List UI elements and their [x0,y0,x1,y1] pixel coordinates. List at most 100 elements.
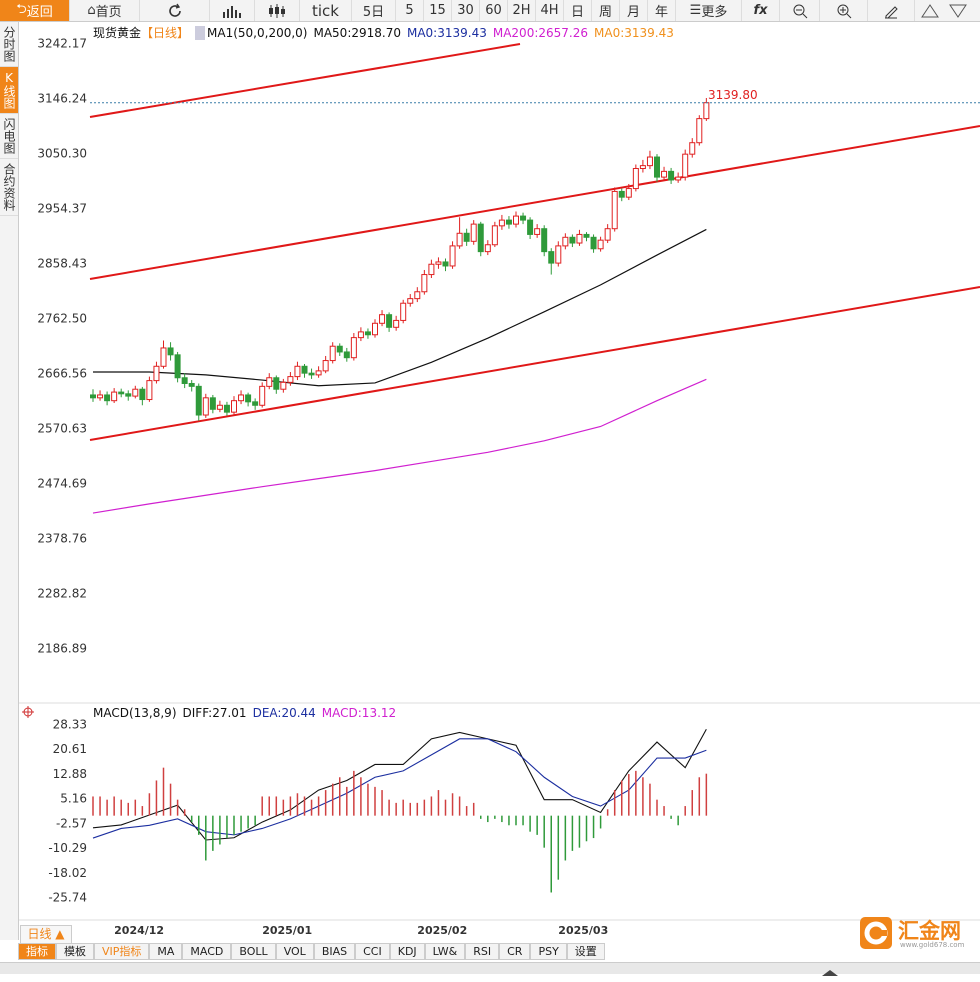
period-button[interactable]: 2H [508,0,536,21]
x-tick-label: 2025/03 [558,924,608,937]
macd-bar [451,793,454,816]
candle-body [477,223,484,253]
candle-body [703,102,710,120]
indicator-tab[interactable]: KDJ [389,943,425,960]
indicator-tab[interactable]: RSI [465,943,500,960]
zoom-in[interactable] [820,0,868,21]
candle-body [90,394,96,399]
period-button[interactable]: 年 [648,0,676,21]
macd-bar [480,815,482,819]
candle-body [188,382,195,387]
indicator-tab[interactable]: PSY [530,943,567,960]
trend-line [89,125,980,280]
candle-body [322,360,329,372]
period-button[interactable]: 周 [592,0,620,21]
macd-bar [205,815,207,861]
candle-body [202,397,209,416]
candle-button[interactable] [255,0,300,21]
ma-line [93,228,707,387]
macd-bar [339,777,341,816]
macd-bar [275,796,278,816]
refresh-button[interactable] [140,0,210,21]
back-button[interactable]: ⮌ 返回 [0,0,70,21]
candle-body [308,372,315,376]
macd-bar [585,815,588,842]
period-button[interactable]: 60 [480,0,508,21]
period-button[interactable]: 15 [424,0,452,21]
macd-bar [684,806,686,816]
indicator-tab[interactable]: MACD [182,943,232,960]
toolbar: ⮌ 返回 ⌂ 首页 tick 5日 5 15 30 60 2H 4H 日周月年 ☰ 更多 fx [0,0,980,22]
period-button[interactable]: 日线 ▲ [20,925,72,944]
macd-bar [465,806,468,816]
indicator-tab[interactable]: VOL [275,943,314,960]
candle-body [111,391,118,402]
y-tick-label: 12.88 [53,767,87,781]
bar-icon [223,5,241,18]
macd-legend: MACD(13,8,9) DIFF:27.01 DEA:20.44 MACD:13.1… [93,706,396,720]
candle-body [513,215,519,225]
period-button[interactable]: 5 [396,0,424,21]
indicator-tab[interactable]: MA [149,943,183,960]
y-tick-label: -2.57 [56,816,87,830]
fx-label[interactable]: fx [753,3,768,18]
chart-background [18,22,980,962]
macd-bar [113,796,115,816]
bar-chart-button[interactable] [210,0,255,21]
candle-body [97,394,104,399]
candle-body [386,314,393,328]
more-label[interactable]: 更多 [701,5,728,20]
trend-line [89,43,521,118]
home-label[interactable]: 首页 [95,5,122,20]
period-button[interactable]: 5日 [352,0,396,21]
back-label[interactable]: 返回 [26,5,53,20]
macd-bar [557,815,560,880]
macd-bar [628,774,630,816]
sidebar-tab[interactable]: 闪电图 [0,114,18,159]
period-button[interactable]: 30 [452,0,480,21]
indicator-tab[interactable]: CCI [355,943,390,960]
indicator-tab[interactable]: 模板 [56,943,94,960]
sidebar-tab[interactable]: K线图 [0,67,18,114]
macd-bar [190,815,193,823]
period-button[interactable]: 4H [536,0,564,21]
sidebar-tab[interactable]: 分时图 [0,22,18,67]
candle-body [379,314,386,324]
period-button[interactable]: 月 [620,0,648,21]
draw-button[interactable] [868,0,915,21]
macd-bar [134,799,137,816]
candle-body [167,347,174,356]
macd-bar [282,799,285,816]
more-button[interactable]: ☰ 更多 [676,0,742,21]
macd-bar [529,815,531,832]
macd-bar [642,777,644,816]
candle-body [414,291,421,300]
zoom-out[interactable] [780,0,820,21]
indicator-tab[interactable]: 设置 [566,943,605,960]
candle-body [639,165,646,170]
indicator-tab[interactable]: 指标 [18,943,56,960]
period-button[interactable]: 日 [564,0,592,21]
triangle-buttons[interactable] [915,0,980,21]
sidebar-tab[interactable]: 合约资料 [0,159,18,216]
period-button[interactable]: tick [300,0,352,21]
macd-bar [155,780,158,816]
fx-button[interactable]: fx [742,0,780,21]
indicator-tab[interactable]: BOLL [231,943,276,960]
macd-bar [458,796,461,816]
indicator-tab[interactable]: BIAS [313,943,356,960]
scrollbar[interactable] [0,962,980,976]
candle-body [216,404,223,410]
candle-body [357,331,364,339]
indicator-tab[interactable]: VIP指标 [94,943,150,960]
indicator-tab[interactable]: CR [499,943,531,960]
chart-title: 现货黄金 [93,26,142,40]
home-button[interactable]: ⌂ 首页 [70,0,140,21]
legend-entry: MA0:3139.43 [594,25,674,40]
candle-body [223,404,230,413]
triangle-icons [920,3,967,18]
indicator-tab[interactable]: LW& [424,943,466,960]
candle-body [520,215,527,221]
candle-body [548,251,555,264]
macd-bar [635,770,637,816]
